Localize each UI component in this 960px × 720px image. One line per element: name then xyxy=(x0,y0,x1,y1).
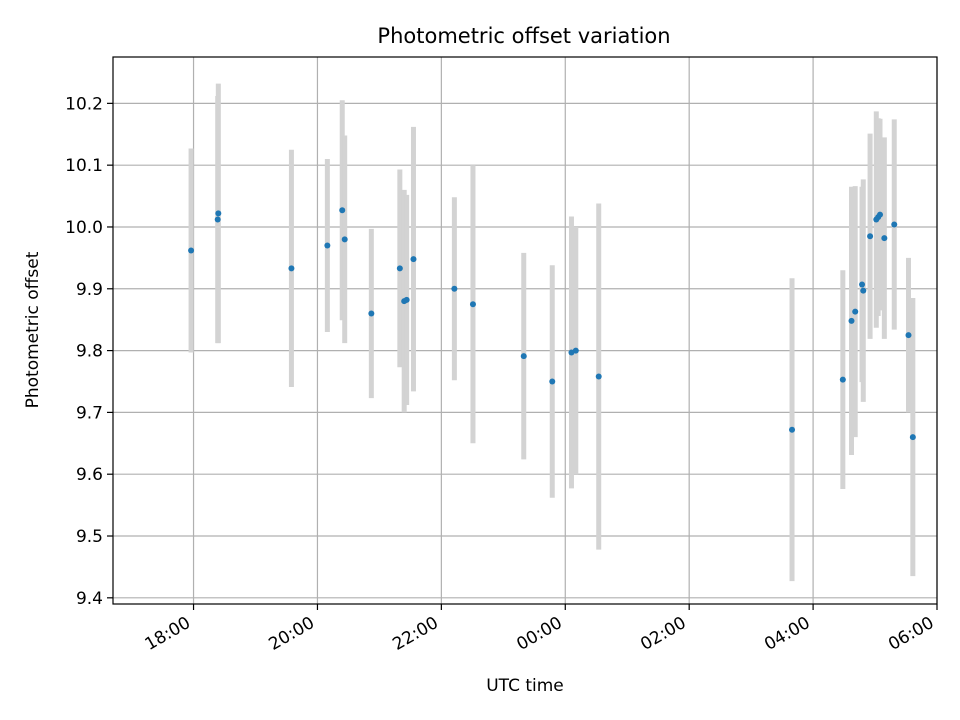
data-point xyxy=(368,310,375,317)
data-point xyxy=(288,265,295,272)
y-tick-label: 10.2 xyxy=(65,94,103,114)
data-point xyxy=(877,211,884,218)
data-point xyxy=(188,247,195,254)
data-point xyxy=(852,308,859,315)
y-tick-label: 9.5 xyxy=(76,527,103,547)
data-point xyxy=(410,256,417,263)
data-point xyxy=(789,426,796,433)
y-tick-label: 10.1 xyxy=(65,156,103,176)
y-axis-label: Photometric offset xyxy=(23,251,43,408)
data-point xyxy=(341,236,348,243)
data-point xyxy=(396,265,403,272)
data-points xyxy=(188,207,916,441)
y-tick-label: 9.6 xyxy=(76,465,103,485)
data-point xyxy=(324,242,331,249)
plot-area-frame xyxy=(112,56,938,605)
data-point xyxy=(403,296,410,303)
data-point xyxy=(859,281,866,288)
data-point xyxy=(867,233,874,240)
data-point xyxy=(909,434,916,441)
data-point xyxy=(572,347,579,354)
data-point xyxy=(469,301,476,308)
data-point xyxy=(549,378,556,385)
y-tick-label: 9.9 xyxy=(76,280,103,300)
data-point xyxy=(860,287,867,294)
data-point xyxy=(595,373,602,380)
data-point xyxy=(848,317,855,324)
data-point xyxy=(214,216,221,223)
data-point xyxy=(881,235,888,242)
y-axis: 9.4 9.5 9.6 9.7 9.8 9.9 10.0 10.1 10.2 xyxy=(65,94,113,609)
data-point xyxy=(891,221,898,228)
data-point xyxy=(215,210,222,217)
data-point xyxy=(520,353,527,360)
y-tick-label: 10.0 xyxy=(65,218,103,238)
x-axis-label: UTC time xyxy=(486,676,564,696)
chart-title: Photometric offset variation xyxy=(377,24,670,48)
data-point xyxy=(905,332,912,339)
y-tick-label: 9.4 xyxy=(76,589,103,609)
data-point xyxy=(339,207,346,214)
y-tick-label: 9.8 xyxy=(76,342,103,362)
data-point xyxy=(451,285,458,292)
y-tick-label: 9.7 xyxy=(76,403,103,423)
data-point xyxy=(839,376,846,383)
